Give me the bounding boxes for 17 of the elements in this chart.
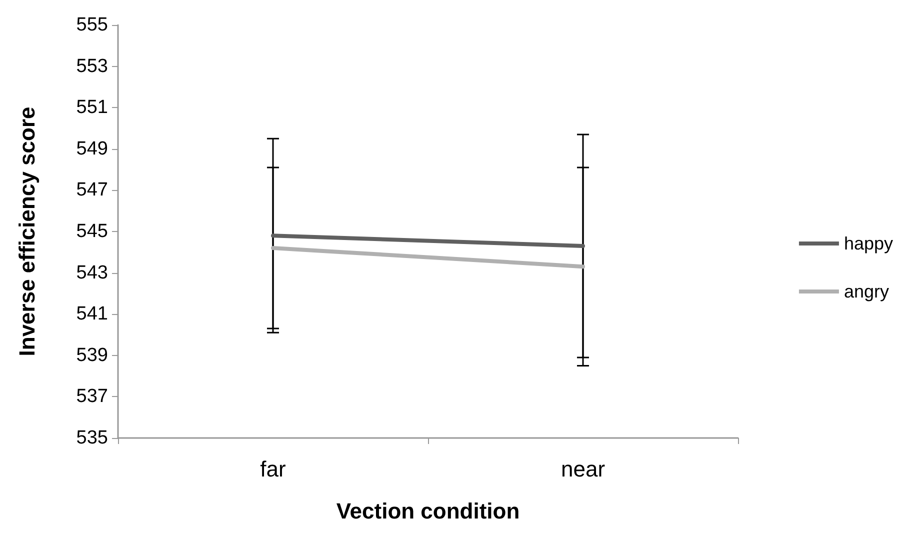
y-tick-label: 553 [76, 56, 108, 77]
y-axis-title: Inverse efficiency score [14, 106, 40, 356]
y-tick-label: 549 [76, 138, 108, 160]
y-tick-label: 539 [76, 344, 108, 366]
legend-label: happy [844, 234, 894, 254]
x-tick-label: near [560, 456, 606, 482]
y-tick-label: 541 [76, 304, 108, 325]
x-tick-label: far [260, 456, 286, 482]
y-tick-label: 545 [76, 221, 108, 242]
y-tick-label: 535 [76, 428, 108, 448]
y-tick-label: 543 [76, 262, 108, 284]
y-tick-label: 547 [76, 180, 108, 201]
y-tick-label: 551 [76, 97, 108, 118]
legend-label: angry [844, 282, 889, 302]
x-axis-title: Vection condition [336, 498, 520, 524]
y-tick-label: 537 [76, 386, 108, 408]
y-tick-label: 555 [76, 14, 108, 36]
